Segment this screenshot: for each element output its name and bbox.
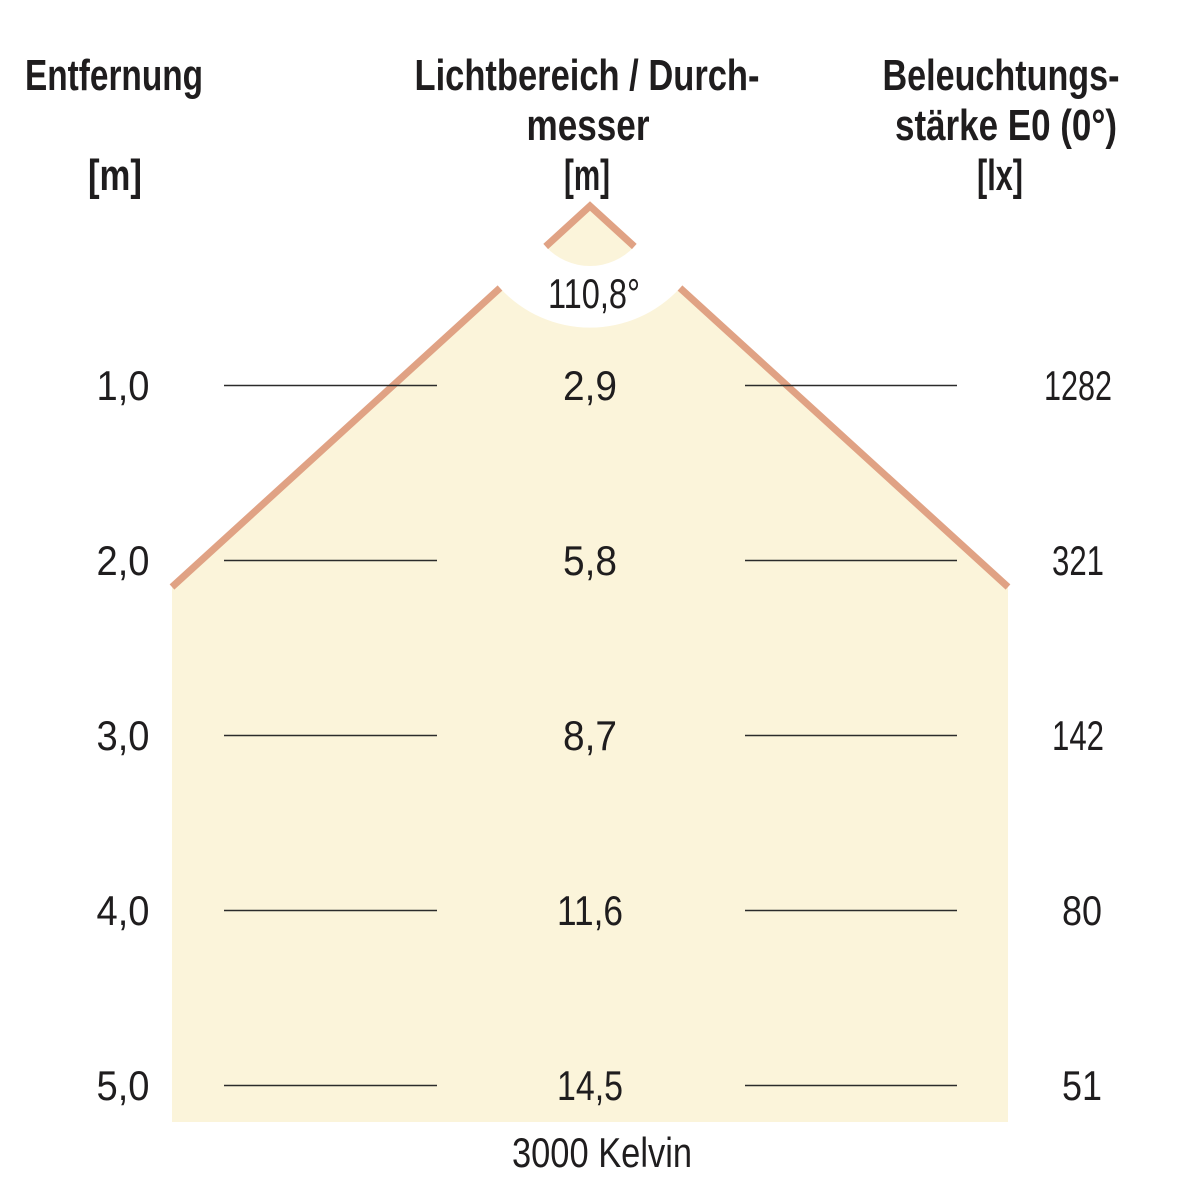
row1-diameter: 2,9 <box>563 362 617 409</box>
row4-distance: 4,0 <box>97 887 150 934</box>
header-diameter-unit: [m] <box>564 151 610 200</box>
row5-illuminance: 51 <box>1062 1062 1102 1109</box>
row2-distance: 2,0 <box>97 537 150 584</box>
header-illuminance-title-line2: stärke E0 (0°) <box>895 101 1117 150</box>
light-cone-body-fill <box>172 288 1008 1122</box>
color-temperature-label: 3000 Kelvin <box>512 1129 692 1176</box>
header-illuminance-title-line1: Beleuchtungs- <box>883 51 1120 100</box>
row-guide-lines <box>224 384 957 1087</box>
beam-edge-left <box>169 285 503 590</box>
header-illuminance-unit: [lx] <box>977 151 1023 200</box>
row1-illuminance: 1282 <box>1044 362 1112 409</box>
beam-angle-label: 110,8° <box>548 270 640 317</box>
apex-edge-lines <box>543 201 637 250</box>
light-cone-apex-fill <box>545 206 635 267</box>
row2-illuminance: 321 <box>1052 537 1104 584</box>
row3-illuminance: 142 <box>1052 712 1104 759</box>
row3-distance: 3,0 <box>97 712 150 759</box>
row3-diameter: 8,7 <box>563 712 617 759</box>
row5-diameter: 14,5 <box>557 1062 623 1109</box>
table-rows: 1,0 2,9 1282 2,0 5,8 321 3,0 8,7 142 4,0… <box>97 362 1113 1109</box>
header-distance-title: Entfernung <box>25 51 203 100</box>
light-cone <box>169 201 1011 1122</box>
header-diameter-title-line1: Lichtbereich / Durch- <box>415 51 760 100</box>
row5-distance: 5,0 <box>97 1062 150 1109</box>
beam-edge-right <box>677 285 1011 590</box>
header-diameter-title-line2: messer <box>527 101 650 150</box>
row2-diameter: 5,8 <box>563 537 617 584</box>
row4-diameter: 11,6 <box>557 887 623 934</box>
table-header: Entfernung [m] Lichtbereich / Durch- mes… <box>25 51 1120 200</box>
row1-distance: 1,0 <box>97 362 150 409</box>
row4-illuminance: 80 <box>1062 887 1102 934</box>
header-distance-unit: [m] <box>88 151 142 200</box>
